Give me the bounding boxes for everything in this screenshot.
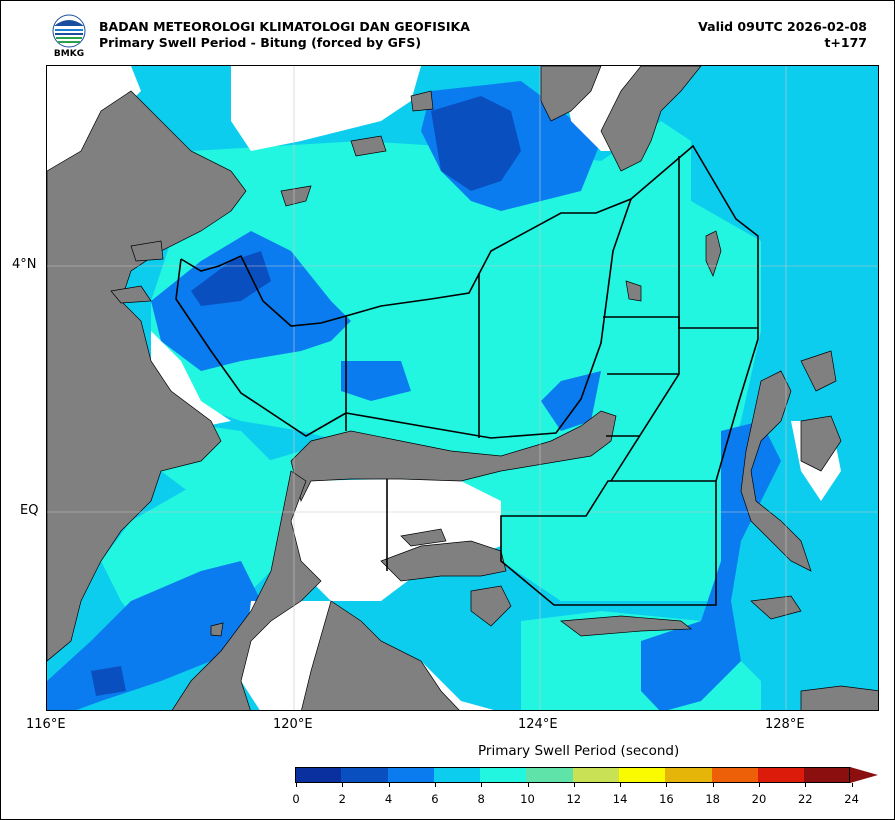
band-2-4-southwest: [91, 666, 126, 696]
zone-line-west: [175, 258, 347, 437]
colorbar-label: 14: [612, 792, 628, 806]
colorbar: [295, 767, 851, 783]
colorbar-tick: [296, 783, 297, 787]
land-island-nw-1: [110, 285, 152, 304]
colorbar-tick: [481, 783, 483, 787]
land-halmahera-north: [800, 350, 837, 392]
colorbar-label: 6: [431, 792, 439, 806]
valid-time: Valid 09UTC 2026-02-08: [698, 19, 867, 34]
white-area-gulf-tomini: [291, 479, 501, 601]
colorbar-tick: [666, 783, 668, 787]
zone-line-central: [345, 198, 632, 439]
land-mindanao: [600, 66, 702, 172]
land-sulawesi-central: [171, 470, 322, 710]
zone-line-east2: [603, 316, 758, 329]
land-island-north-3: [410, 90, 434, 112]
land-halmahera-east: [800, 415, 842, 472]
colorbar-segment: [295, 767, 342, 783]
colorbar-label: 10: [520, 792, 535, 806]
colorbar-label: 0: [292, 792, 300, 806]
colorbar-tick: [388, 783, 390, 787]
land-togian: [400, 528, 447, 547]
colorbar-segment: [572, 767, 620, 783]
land-island-north-1: [280, 185, 312, 207]
land-sulawesi-southeast: [301, 600, 460, 710]
land-banggai: [470, 585, 512, 627]
colorbar-tick: [712, 783, 714, 787]
land-sulawesi-east-arm: [380, 540, 507, 582]
agency-title: BADAN METEOROLOGI KLIMATOLOGI DAN GEOFIS…: [99, 19, 470, 34]
colorbar-segment: [619, 767, 666, 783]
land-masses: [47, 66, 878, 710]
land-seram: [800, 685, 878, 710]
land-gorontalo-isle: [210, 622, 224, 637]
colorbar-border: [295, 767, 850, 783]
colorbar-label: 22: [797, 792, 813, 806]
colorbar-tick: [620, 783, 622, 787]
colorbar-tick: [434, 783, 436, 787]
land-sulawesi-north-arm: [290, 410, 617, 503]
land-island-north-2: [350, 135, 387, 157]
x-tick-116: 116°E: [26, 717, 66, 732]
colorbar-tick: [527, 783, 529, 787]
land-sula: [560, 615, 692, 637]
land-obi: [750, 595, 802, 620]
colorbar-tick: [851, 783, 853, 787]
colorbar-label: 16: [659, 792, 674, 806]
colorbar-segment: [757, 767, 805, 783]
colorbar-tick: [342, 783, 344, 787]
colorbar-label: 2: [338, 792, 346, 806]
colorbar-label: 4: [384, 792, 393, 806]
colorbar-segment: [480, 767, 527, 783]
colorbar-label: 20: [751, 792, 767, 806]
land-borneo: [47, 90, 247, 662]
colorbar-tick: [805, 783, 807, 787]
colorbar-extend-arrow: [850, 767, 878, 783]
header-right: Valid 09UTC 2026-02-08 t+177: [698, 19, 867, 51]
y-tick-4n: 4°N: [12, 257, 37, 272]
land-island-nw-2: [130, 240, 164, 262]
x-tick-120: 120°E: [273, 717, 313, 732]
colorbar-label: 18: [705, 792, 721, 806]
band-4-6-gulf: [341, 361, 411, 401]
logo-text: BMKG: [54, 49, 84, 58]
colorbar-tick: [759, 783, 760, 787]
colorbar-segment: [711, 767, 758, 783]
land-sangihe-1: [625, 280, 642, 302]
grid-lines: [47, 66, 878, 710]
colorbar-segment: [387, 767, 434, 783]
map-panel[interactable]: [46, 65, 879, 711]
colorbar-segment: [341, 767, 388, 783]
colorbar-tick: [573, 783, 575, 787]
colorbar-title: Primary Swell Period (second): [478, 743, 680, 759]
x-tick-124: 124°E: [518, 717, 558, 732]
y-tick-eq: EQ: [20, 503, 39, 518]
zone-line-nw: [180, 144, 759, 606]
x-tick-128: 128°E: [765, 717, 805, 732]
colorbar-label: 12: [566, 792, 582, 806]
colorbar-label: 24: [844, 792, 859, 806]
land-mindanao-west: [540, 66, 602, 122]
band-2-4-north: [431, 96, 521, 191]
colorbar-label: 8: [477, 792, 485, 806]
bmkg-logo: BMKG: [52, 14, 86, 58]
white-area-north: [231, 66, 421, 151]
land-talaud: [705, 230, 722, 277]
header-left: BADAN METEOROLOGI KLIMATOLOGI DAN GEOFIS…: [99, 19, 470, 51]
zone-boundaries: [175, 144, 759, 606]
lead-time: t+177: [824, 35, 867, 50]
band-2-4-northwest: [191, 251, 271, 306]
colorbar-segment: [526, 767, 573, 783]
colorbar-segment: [665, 767, 712, 783]
white-area-northwest: [47, 66, 141, 171]
map-subtitle: Primary Swell Period - Bitung (forced by…: [99, 35, 422, 50]
colorbar-segment: [804, 767, 851, 783]
map-canvas: [47, 66, 878, 710]
colorbar-segment: [433, 767, 481, 783]
